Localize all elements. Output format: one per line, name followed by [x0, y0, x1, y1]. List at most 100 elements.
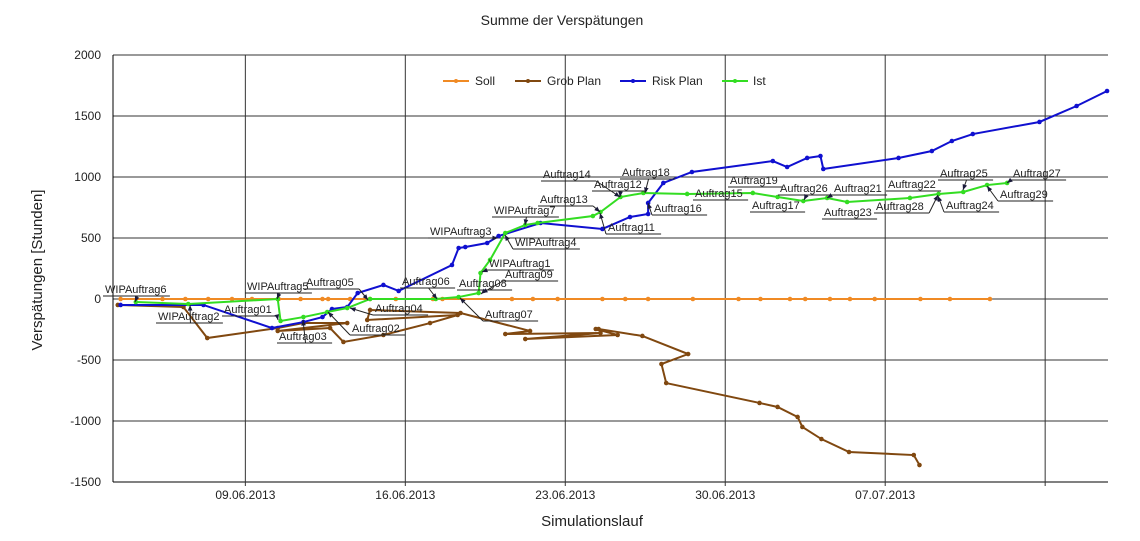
- y-tick-label: 500: [81, 231, 101, 245]
- data-point: [801, 199, 806, 204]
- data-point: [591, 214, 596, 219]
- data-point: [298, 297, 303, 302]
- legend-marker: [454, 79, 458, 83]
- annotation: Auftrag16: [648, 203, 708, 215]
- data-point: [450, 263, 455, 268]
- data-point: [1105, 89, 1110, 94]
- arrowhead-icon: [963, 184, 967, 190]
- chart-title: Summe der Verspätungen: [481, 12, 644, 28]
- data-point: [345, 321, 350, 326]
- annotation: Auftrag15: [693, 188, 748, 200]
- annotation-label: Auftrag19: [730, 175, 778, 187]
- annotation-label: Auftrag02: [352, 323, 400, 335]
- data-point: [736, 297, 741, 302]
- data-point: [788, 297, 793, 302]
- annotation-label: Auftrag27: [1013, 168, 1061, 180]
- legend-label: Risk Plan: [652, 74, 703, 88]
- annotation: Auftrag01: [222, 304, 279, 320]
- annotation: WIPAuftrag5: [245, 281, 312, 299]
- data-point: [596, 327, 601, 332]
- data-point: [805, 156, 810, 161]
- annotation-label: Auftrag29: [1000, 189, 1048, 201]
- annotation-label: Auftrag26: [780, 183, 828, 195]
- data-point: [503, 332, 508, 337]
- data-point: [936, 192, 941, 197]
- data-point: [628, 215, 633, 220]
- data-point: [355, 291, 360, 296]
- annotation-label: Auftrag06: [402, 276, 450, 288]
- annotation-label: Auftrag04: [375, 303, 423, 315]
- grid: [113, 55, 1108, 486]
- y-axis-title: Verspätungen [Stunden]: [29, 190, 46, 351]
- data-point: [757, 401, 762, 406]
- data-point: [428, 321, 433, 326]
- data-point: [918, 297, 923, 302]
- annotation-label: Auftrag11: [608, 222, 655, 234]
- annotation-label: Auftrag16: [654, 203, 702, 215]
- data-point: [988, 297, 993, 302]
- annotation: WIPAuftrag3: [428, 226, 498, 240]
- data-point: [205, 336, 210, 341]
- annotation: Auftrag22: [886, 179, 941, 191]
- data-point: [800, 425, 805, 430]
- data-point: [872, 297, 877, 302]
- annotation-label: Auftrag03: [279, 331, 327, 343]
- data-point: [278, 319, 283, 324]
- arrowhead-icon: [827, 193, 833, 198]
- y-tick-label: -1000: [70, 414, 101, 428]
- y-tick-label: 1500: [74, 109, 101, 123]
- annotation-label: Auftrag24: [946, 200, 994, 212]
- y-tick-label: 1000: [74, 170, 101, 184]
- data-point: [183, 297, 188, 302]
- annotation: WIPAuftrag4: [505, 235, 580, 249]
- annotation-label: Auftrag12: [594, 179, 642, 191]
- data-point: [911, 453, 916, 458]
- x-tick-label: 16.06.2013: [375, 488, 435, 502]
- data-point: [819, 437, 824, 442]
- data-point: [531, 297, 536, 302]
- annotation-label: WIPAuftrag4: [515, 237, 577, 249]
- annotation: Auftrag29: [987, 186, 1053, 201]
- annotation: Auftrag04: [350, 303, 428, 315]
- annotation-label: Auftrag15: [695, 188, 743, 200]
- data-point: [328, 326, 333, 331]
- data-point: [847, 450, 852, 455]
- series-layer: [115, 89, 1109, 468]
- data-point: [848, 297, 853, 302]
- data-point: [326, 297, 331, 302]
- data-point: [320, 297, 325, 302]
- annotation-label: Auftrag08: [459, 278, 507, 290]
- arrowhead-icon: [987, 186, 992, 192]
- annotation-label: WIPAuftrag6: [105, 284, 167, 296]
- legend-marker: [526, 79, 530, 83]
- data-point: [758, 297, 763, 302]
- x-axis-title: Simulationslauf: [541, 513, 644, 530]
- data-point: [396, 289, 401, 294]
- y-tick-label: 0: [94, 292, 101, 306]
- annotation-label: Auftrag28: [876, 201, 924, 213]
- annotation-label: WIPAuftrag3: [430, 226, 492, 238]
- data-point: [523, 337, 528, 342]
- annotation-label: Auftrag21: [834, 183, 882, 195]
- annotation-label: Auftrag17: [752, 200, 800, 212]
- annotation: Auftrag23: [822, 207, 877, 219]
- data-point: [691, 297, 696, 302]
- annotation: Auftrag19: [728, 175, 783, 187]
- data-point: [845, 200, 850, 205]
- y-tick-label: -500: [77, 353, 101, 367]
- x-tick-label: 07.07.2013: [855, 488, 915, 502]
- legend-label: Grob Plan: [547, 74, 601, 88]
- x-tick-label: 09.06.2013: [215, 488, 275, 502]
- x-tick-label: 30.06.2013: [695, 488, 755, 502]
- annotation-label: WIPAuftrag5: [247, 281, 309, 293]
- data-point: [528, 329, 533, 334]
- annotation: Auftrag07: [460, 298, 538, 321]
- data-point: [818, 154, 823, 159]
- data-point: [456, 246, 461, 251]
- annotation-label: WIPAuftrag1: [489, 258, 551, 270]
- data-point: [368, 308, 373, 313]
- data-point: [598, 331, 603, 336]
